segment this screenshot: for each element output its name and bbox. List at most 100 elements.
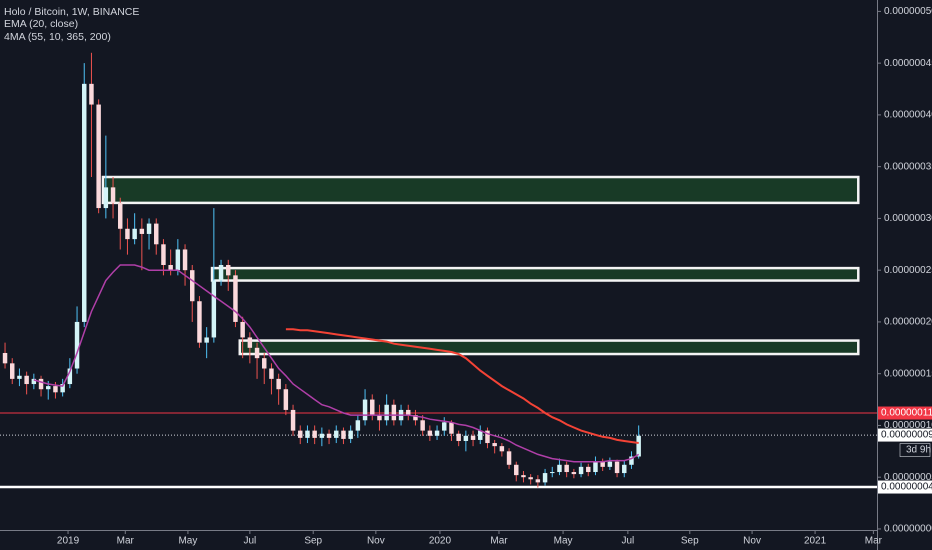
x-tick-label: Jul (243, 536, 256, 547)
candle-body (118, 202, 123, 229)
candle-body (240, 321, 245, 338)
legend-entry: EMA (20, close) (4, 18, 78, 30)
x-tick-label: 2020 (429, 536, 452, 547)
candle-body (168, 265, 173, 271)
candle-body (348, 430, 353, 439)
candle-body (46, 386, 51, 390)
plot-area (0, 52, 877, 489)
candle-body (82, 83, 87, 322)
candle-body (10, 363, 15, 379)
candle-body (67, 368, 73, 385)
candle-body (125, 228, 130, 240)
countdown-label: 3d 9h (906, 445, 931, 456)
candle-body (578, 466, 584, 475)
candle-body (175, 249, 181, 271)
x-tick-label: Sep (681, 536, 699, 547)
candle-body (600, 461, 605, 467)
x-tick-label: Jul (621, 536, 634, 547)
candle-body (24, 375, 29, 385)
candle-body (218, 265, 224, 281)
candle-body (449, 422, 454, 434)
candle-body (542, 473, 548, 483)
y-tick-label: 0.00000050 (884, 6, 932, 17)
price-label-box (878, 480, 932, 494)
candle-body (146, 223, 152, 234)
candle-body (341, 430, 346, 439)
candle-body (535, 479, 541, 483)
candle-body (247, 337, 253, 348)
candle-body (2, 352, 8, 364)
candle-body (161, 244, 166, 265)
y-tick-label: 0.00000030 (884, 213, 932, 224)
x-tick-label: May (554, 536, 573, 547)
y-tick-label: 0.00000000 (884, 524, 932, 535)
candle-body (413, 415, 418, 421)
y-tick-label: 0.00000035 (884, 161, 932, 172)
candle-body (499, 446, 505, 452)
candle-body (139, 228, 145, 234)
candle-body (550, 472, 555, 474)
x-tick-label: May (178, 536, 197, 547)
indicator-line (33, 264, 640, 463)
candle-body (427, 430, 433, 436)
candle-body (456, 433, 461, 441)
candle-body (154, 223, 159, 245)
zone (101, 175, 860, 205)
indicator-line (285, 328, 639, 444)
candle-body (103, 187, 109, 209)
candle-body (485, 430, 490, 444)
candle-body (190, 270, 195, 302)
candle-body (305, 430, 310, 438)
y-tick-label: 0.00000020 (884, 317, 932, 328)
x-tick-label: 2019 (57, 536, 80, 547)
candle-body (96, 104, 101, 209)
candle-body (290, 409, 296, 431)
candle-body (384, 404, 389, 421)
x-tick-label: Sep (304, 536, 322, 547)
candle-body (38, 378, 44, 390)
candle-body (312, 430, 317, 438)
candle-body (593, 461, 598, 473)
candle-body (17, 375, 22, 379)
candle-body (319, 433, 325, 438)
candle-body (233, 275, 238, 322)
candle-body (197, 301, 202, 343)
legend-entry: 4MA (55, 10, 365, 200) (4, 31, 111, 43)
candle-body (478, 430, 483, 440)
price-label-box (878, 428, 932, 442)
candle-body (362, 399, 368, 421)
price-label: 0.00000009 (881, 430, 932, 441)
candle-body (269, 368, 274, 379)
candle-body (211, 280, 217, 338)
candle-body (298, 430, 303, 438)
candle-body (182, 249, 188, 271)
candle-body (492, 443, 497, 447)
candle-body (622, 464, 627, 474)
candle-body (629, 456, 634, 465)
candle-body (420, 420, 425, 431)
candle-body (370, 399, 375, 416)
candle-body (636, 435, 641, 457)
candle-body (355, 420, 361, 431)
price-label-box (878, 406, 932, 420)
candle-body (226, 265, 231, 276)
chart-title: Holo / Bitcoin, 1W, BINANCE (4, 6, 139, 18)
x-tick-label: Mar (117, 536, 135, 547)
candle-body (132, 228, 137, 240)
candle-body (442, 422, 447, 431)
x-tick-label: Mar (490, 536, 508, 547)
candle-body (204, 337, 209, 343)
y-tick-label: 0.00000005 (884, 472, 932, 483)
candle-body (262, 358, 267, 369)
candle-body (74, 321, 80, 369)
candle-body (614, 461, 620, 474)
candle-body (514, 464, 519, 476)
price-label: 0.00000004 (881, 482, 932, 493)
candle-body (521, 475, 526, 478)
y-tick-label: 0.00000045 (884, 58, 932, 69)
candle-body (463, 435, 469, 441)
candle-body (557, 464, 562, 473)
candle-body (326, 433, 332, 438)
